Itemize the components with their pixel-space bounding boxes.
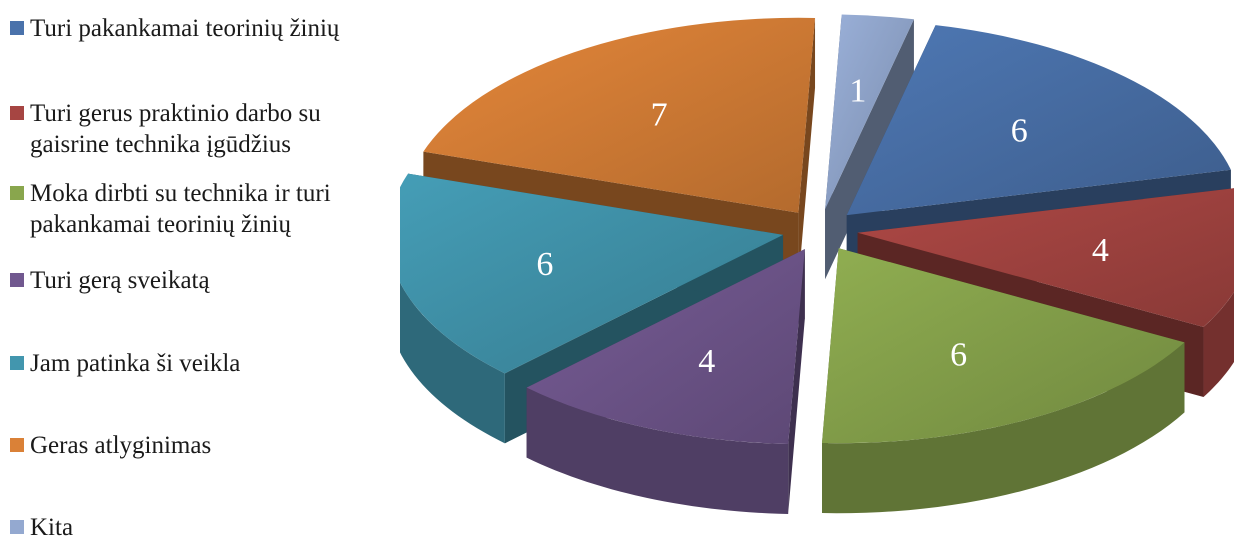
legend-label-line: pakankamai teorinių žinių <box>30 211 292 238</box>
pie-slice-top <box>423 17 816 213</box>
pie-slice-top <box>825 14 914 210</box>
legend-label-line: Turi gerus praktinio darbo su <box>30 100 321 127</box>
pie-slice <box>526 249 805 514</box>
pie-data-label: 4 <box>698 343 715 380</box>
legend-swatch <box>10 106 24 120</box>
legend-label-line: Turi gerą sveikatą <box>30 267 210 294</box>
legend-item: Turi gerą sveikatą <box>10 265 400 296</box>
pie-data-label: 1 <box>849 72 866 109</box>
legend-swatch <box>10 21 24 35</box>
legend-swatch <box>10 356 24 370</box>
legend-label: Moka dirbti su technika ir turi pakankama… <box>30 178 400 240</box>
legend-swatch <box>10 520 24 534</box>
pie-slice-wall <box>798 17 816 283</box>
legend-label-line: Kita <box>30 514 74 541</box>
legend-label: Turi pakankamai teorinių žinių <box>30 13 400 44</box>
legend-label: Turi gerus praktinio darbo su gaisrine te… <box>30 98 400 160</box>
pie-slice-top <box>846 25 1231 216</box>
legend-label-line: Geras atlyginimas <box>30 432 212 459</box>
legend-swatch <box>10 186 24 200</box>
pie-data-label: 6 <box>1011 112 1028 149</box>
pie-chart: 6 4 6 4 6 7 1 <box>400 14 1234 514</box>
legend-label: Jam patinka ši veikla <box>30 348 400 379</box>
pie-data-label: 6 <box>536 246 553 283</box>
pie-slice-rim <box>526 387 789 514</box>
legend-swatch <box>10 273 24 287</box>
legend-item: Jam patinka ši veikla <box>10 348 400 379</box>
pie-slice-rim <box>822 342 1185 514</box>
pie-slice-top <box>857 188 1234 327</box>
pie-data-label: 7 <box>651 96 668 133</box>
legend-label-line: Moka dirbti su technika ir turi <box>30 180 331 207</box>
legend-label: Turi gerą sveikatą <box>30 265 400 296</box>
legend-label: Kita <box>30 512 400 543</box>
legend-item: Turi gerus praktinio darbo su gaisrine te… <box>10 98 400 160</box>
legend-label: Geras atlyginimas <box>30 430 400 461</box>
pie-slice-top <box>526 249 805 444</box>
pie-slice-top <box>822 248 1185 444</box>
legend-item: Kita <box>10 512 400 543</box>
legend-item: Moka dirbti su technika ir turi pakankama… <box>10 178 400 240</box>
legend-item: Turi pakankamai teorinių žinių <box>10 13 400 44</box>
pie-slice <box>822 248 1185 514</box>
legend-label-line: Jam patinka ši veikla <box>30 350 241 377</box>
pie-slice-rim <box>1203 292 1234 397</box>
legend-swatch <box>10 438 24 452</box>
pie-slice-top <box>400 173 784 374</box>
legend-item: Geras atlyginimas <box>10 430 400 461</box>
legend-label-line: gaisrine technika įgūdžius <box>30 131 292 158</box>
pie-data-label: 6 <box>950 337 967 374</box>
pie-data-label: 4 <box>1092 232 1109 269</box>
pie-slice-rim <box>400 282 505 444</box>
legend-label-line: Turi pakankamai teorinių žinių <box>30 15 340 42</box>
chart-legend: Turi pakankamai teorinių žinių Turi gerus… <box>10 0 410 541</box>
